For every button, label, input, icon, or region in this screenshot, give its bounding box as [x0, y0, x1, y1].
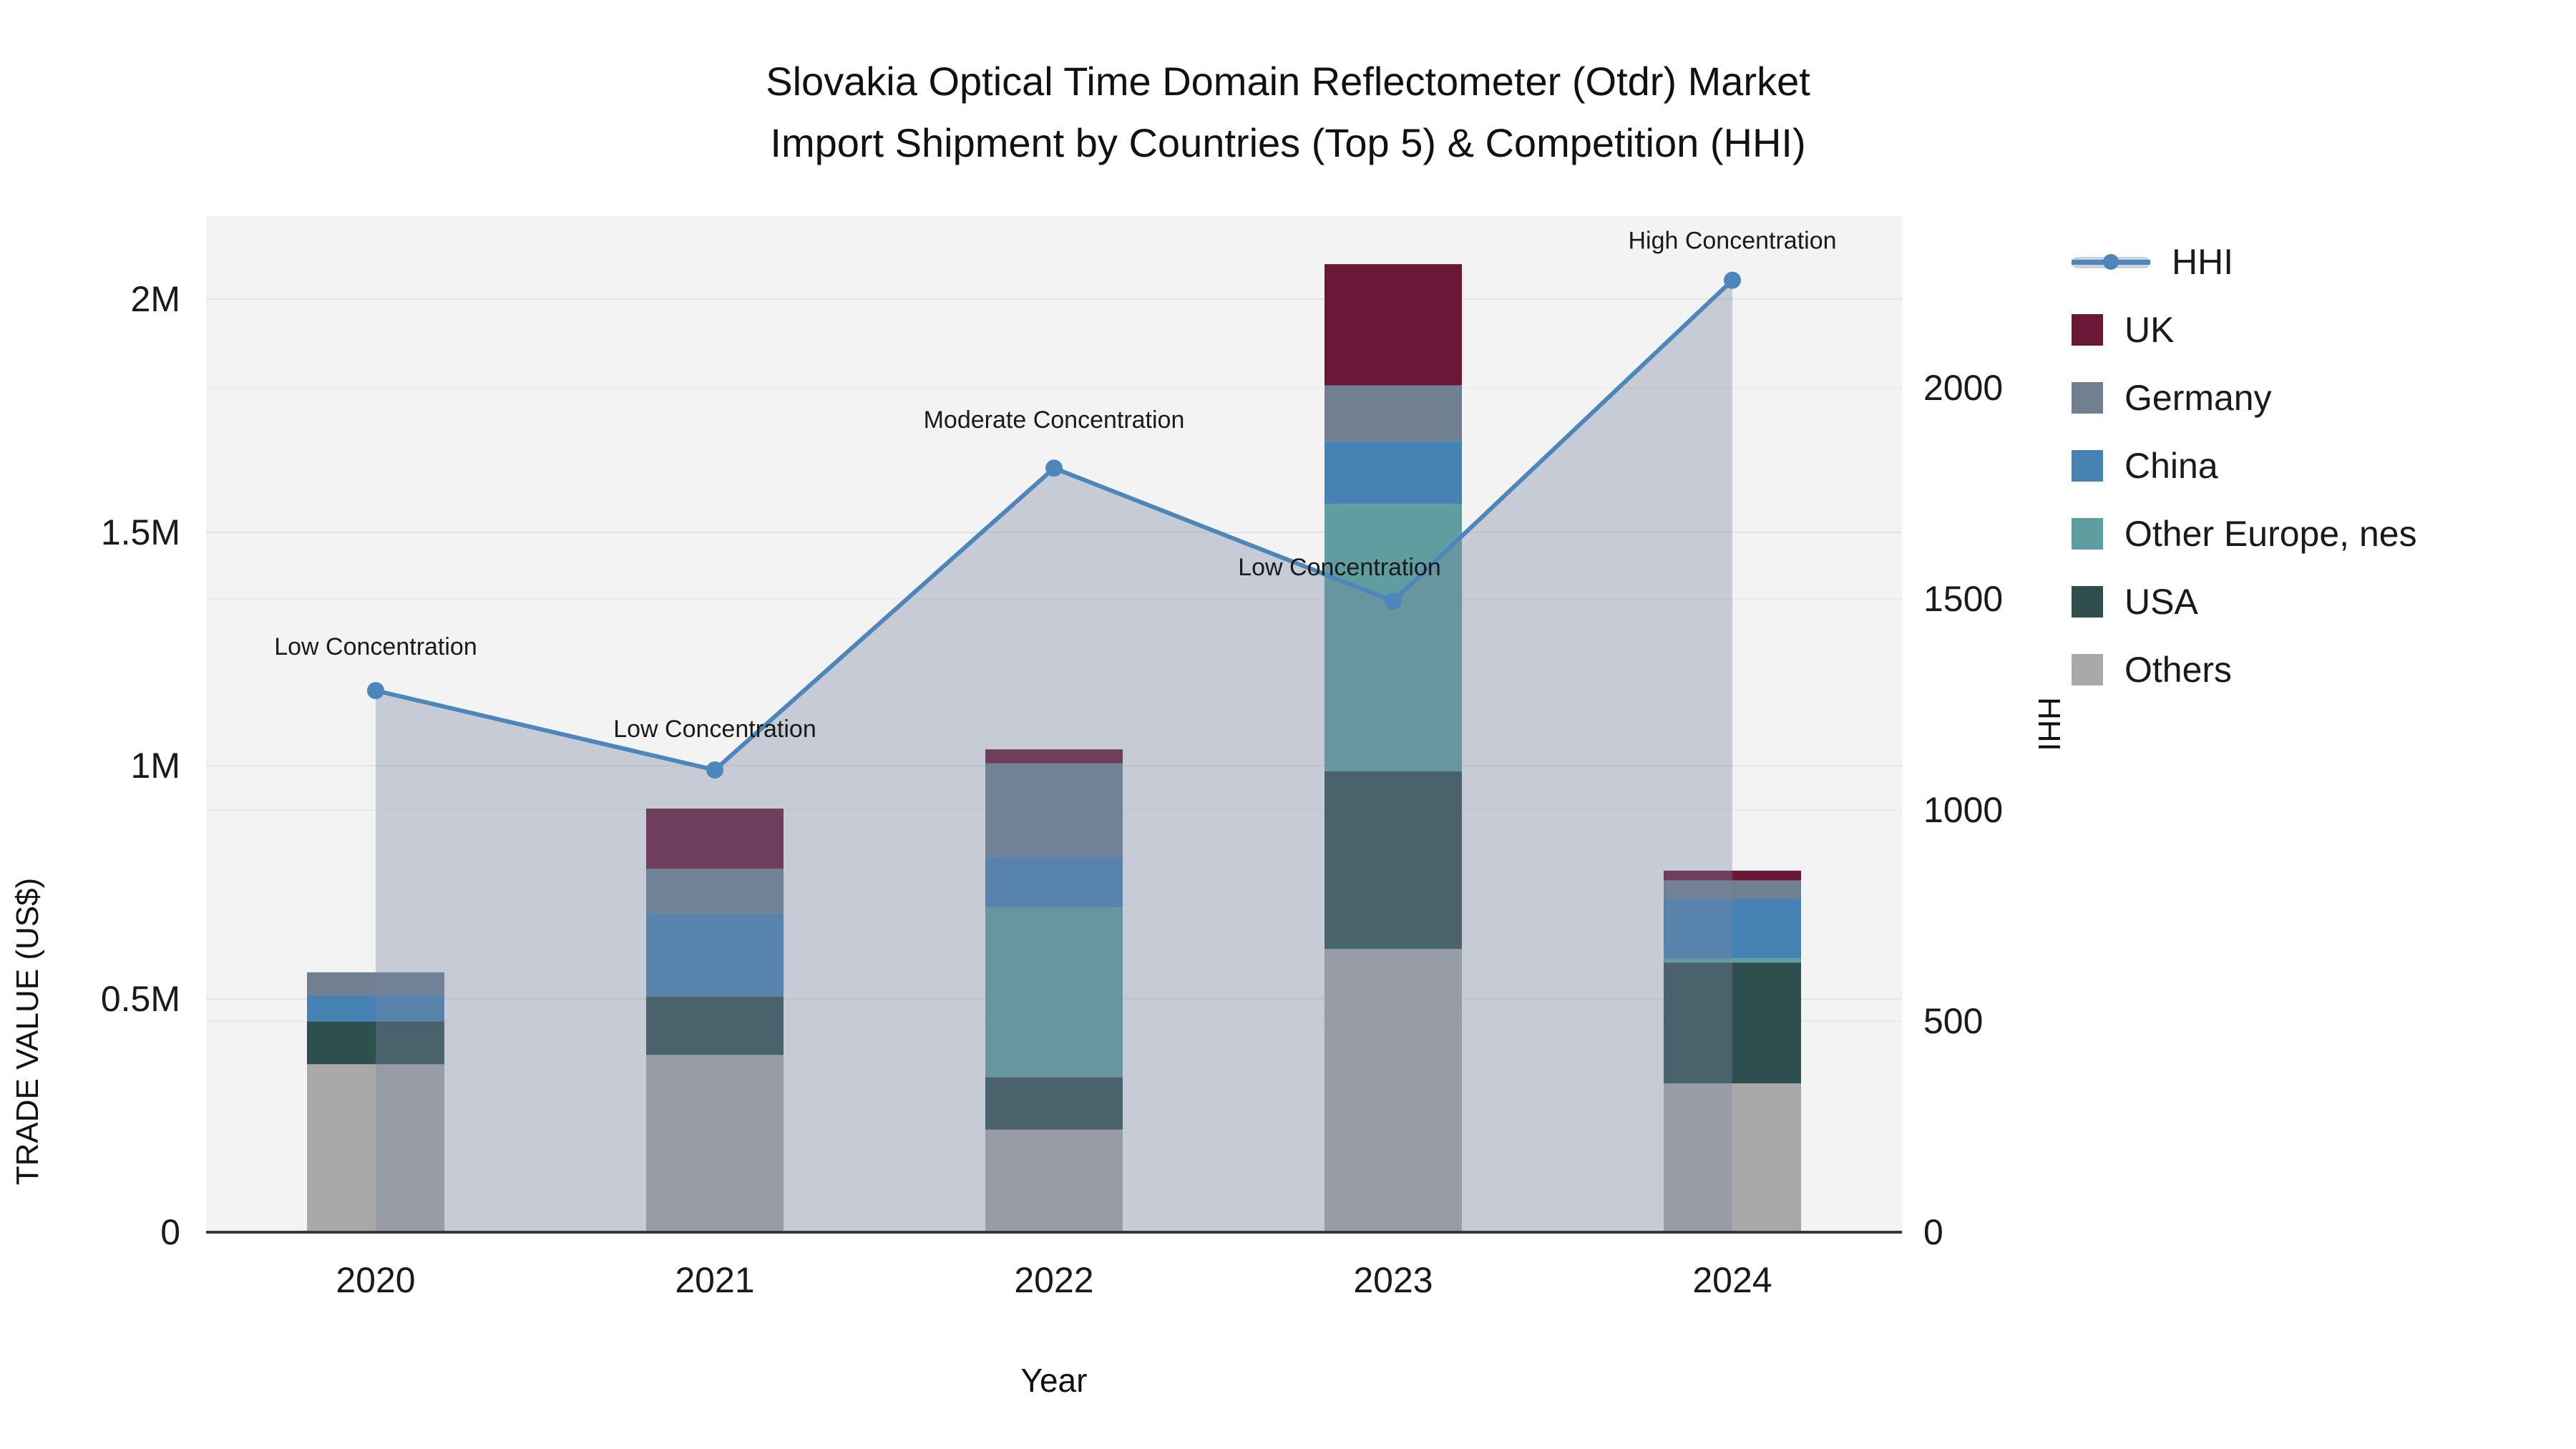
legend-item-UK[interactable]: UK [2072, 296, 2417, 364]
x-tick-2021: 2021 [675, 1260, 754, 1300]
bar-segment-2024-USA [1664, 962, 1801, 1084]
bar-segment-2024-Other-Europe-nes [1664, 958, 1801, 963]
legend-swatch [2072, 381, 2103, 414]
bar-segment-2024-China [1664, 899, 1801, 959]
bar-segment-2022-UK [985, 749, 1123, 763]
bar-segment-2022-China [985, 857, 1123, 908]
hhi-marker-2021 [706, 761, 723, 779]
legend-swatch [2072, 585, 2103, 618]
bar-segment-2024-Germany [1664, 880, 1801, 899]
x-tick-2024: 2024 [1692, 1260, 1772, 1300]
legend-item-USA[interactable]: USA [2072, 567, 2417, 635]
bar-segment-2023-China [1324, 441, 1462, 504]
x-tick-2023: 2023 [1353, 1260, 1433, 1300]
legend-swatch [2072, 653, 2103, 686]
bar-segment-2022-Others [985, 1129, 1123, 1232]
bar-segment-2020-USA [307, 1021, 444, 1065]
bar-segment-2023-Germany [1324, 385, 1462, 441]
hhi-marker-2020 [367, 682, 384, 700]
bar-segment-2022-USA [985, 1077, 1123, 1130]
legend-item-China[interactable]: China [2072, 431, 2417, 499]
bar-segment-2021-UK [646, 809, 784, 869]
x-tick-2020: 2020 [336, 1260, 415, 1300]
legend-item-HHI[interactable]: HHI [2072, 228, 2417, 296]
y-left-axis-title: TRADE VALUE (US$) [10, 877, 45, 1186]
y-left-tick-1.5M: 1.5M [101, 512, 180, 552]
y-right-tick-500: 500 [1923, 1001, 1983, 1041]
legend-label: UK [2124, 309, 2175, 350]
y-right-tick-1500: 1500 [1923, 579, 2003, 619]
bar-segment-2024-Others [1664, 1083, 1801, 1232]
bar-segment-2023-UK [1324, 264, 1462, 386]
hhi-marker-2022 [1045, 459, 1063, 477]
annotation-2020: Low Concentration [274, 633, 477, 660]
bar-segment-2020-China [307, 995, 444, 1022]
chart-title-line1: Slovakia Optical Time Domain Reflectomet… [766, 59, 1810, 104]
chart-title-line2: Import Shipment by Countries (Top 5) & C… [770, 120, 1806, 165]
y-right-tick-2000: 2000 [1923, 368, 2003, 408]
bar-segment-2021-Others [646, 1055, 784, 1232]
bar-segment-2021-Germany [646, 869, 784, 914]
legend: HHI UK Germany China Other Europe, nes USA Oth… [2072, 228, 2417, 703]
legend-label: HHI [2172, 241, 2234, 282]
annotation-2023: Low Concentration [1238, 554, 1441, 581]
bar-segment-2024-UK [1664, 870, 1801, 881]
legend-label: Others [2124, 649, 2233, 690]
legend-swatch [2072, 313, 2103, 346]
y-right-axis-title: HHI [2031, 697, 2067, 751]
bar-segment-2020-Germany [307, 972, 444, 996]
hhi-marker-2024 [1724, 271, 1741, 289]
hhi-area-fill [376, 280, 1732, 1233]
x-axis-title: Year [1020, 1362, 1088, 1399]
y-left-tick-0: 0 [160, 1212, 180, 1252]
legend-label: Other Europe, nes [2124, 513, 2417, 554]
annotation-2024: High Concentration [1628, 228, 1836, 255]
y-left-tick-2M: 2M [131, 279, 180, 319]
bar-segment-2023-Other-Europe-nes [1324, 504, 1462, 771]
x-tick-2022: 2022 [1014, 1260, 1093, 1300]
y-left-tick-1M: 1M [131, 746, 180, 786]
bar-segment-2021-USA [646, 996, 784, 1055]
legend-line-swatch [2072, 246, 2150, 278]
annotation-2022: Moderate Concentration [924, 406, 1185, 434]
legend-line-swatch-dot [2103, 253, 2119, 270]
bar-segment-2022-Germany [985, 763, 1123, 857]
y-right-tick-0: 0 [1923, 1212, 1943, 1252]
legend-item-Germany[interactable]: Germany [2072, 364, 2417, 431]
legend-swatch [2072, 517, 2103, 550]
y-right-tick-1000: 1000 [1923, 790, 2003, 830]
legend-swatch [2072, 449, 2103, 482]
legend-label: China [2124, 445, 2218, 486]
legend-label: Germany [2124, 377, 2272, 418]
legend-label: USA [2124, 581, 2198, 622]
bar-segment-2022-Other-Europe-nes [985, 907, 1123, 1078]
bar-segment-2020-Others [307, 1064, 444, 1232]
bar-segment-2021-China [646, 913, 784, 997]
bar-segment-2023-Others [1324, 949, 1462, 1232]
legend-item-Other-Europe-nes[interactable]: Other Europe, nes [2072, 499, 2417, 567]
annotation-2021: Low Concentration [613, 716, 816, 743]
bar-segment-2023-USA [1324, 771, 1462, 950]
hhi-marker-2023 [1385, 592, 1402, 610]
legend-item-Others[interactable]: Others [2072, 635, 2417, 703]
y-left-tick-0.5M: 0.5M [101, 979, 180, 1019]
